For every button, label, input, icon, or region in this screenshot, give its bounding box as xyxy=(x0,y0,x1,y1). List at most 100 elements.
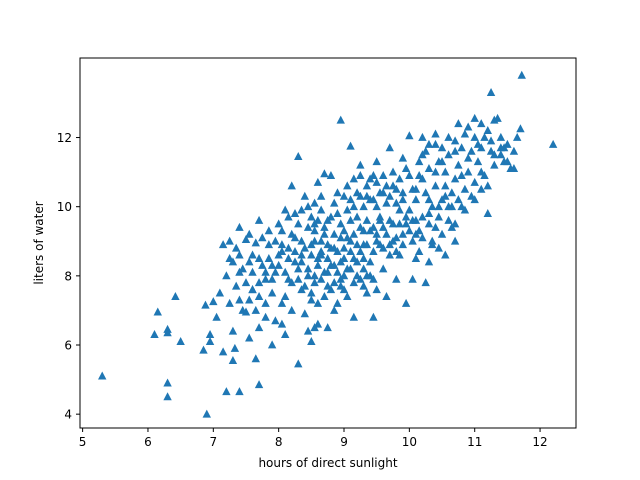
data-point xyxy=(290,233,300,242)
data-point xyxy=(362,191,372,200)
data-point xyxy=(254,215,264,224)
data-point xyxy=(330,229,339,238)
data-point xyxy=(271,236,280,245)
data-point xyxy=(379,243,388,252)
data-point xyxy=(294,151,303,160)
data-point xyxy=(395,205,404,214)
data-point xyxy=(454,160,463,169)
data-point xyxy=(395,219,404,228)
x-axis: 5 6 7 8 9 10 11 12 xyxy=(79,428,548,449)
data-point xyxy=(264,240,274,249)
data-point xyxy=(428,240,437,249)
data-point xyxy=(307,250,316,259)
data-point xyxy=(431,167,440,176)
data-point xyxy=(349,174,359,183)
x-tick-label: 9 xyxy=(340,435,348,449)
data-point xyxy=(349,202,359,211)
data-point xyxy=(470,113,479,122)
data-point xyxy=(405,205,414,214)
data-point xyxy=(431,222,440,231)
data-point xyxy=(320,222,329,231)
data-point xyxy=(483,209,492,218)
data-point xyxy=(388,167,398,176)
data-point xyxy=(356,247,365,256)
data-point xyxy=(303,326,313,335)
data-point xyxy=(463,167,473,176)
data-point xyxy=(294,359,303,368)
data-point xyxy=(506,164,515,173)
data-point xyxy=(333,209,342,218)
data-point xyxy=(326,243,336,252)
data-point xyxy=(248,250,257,259)
data-point xyxy=(320,291,329,300)
data-point xyxy=(274,219,283,228)
data-point xyxy=(548,139,558,148)
data-point xyxy=(441,250,450,259)
data-point xyxy=(222,271,231,280)
data-point xyxy=(323,253,332,262)
data-point xyxy=(372,177,381,186)
data-point xyxy=(392,198,401,207)
data-point xyxy=(225,253,234,262)
data-point xyxy=(431,129,440,138)
data-point xyxy=(254,380,264,389)
data-point xyxy=(222,387,231,396)
data-point xyxy=(254,253,264,262)
data-point xyxy=(490,160,499,169)
data-point xyxy=(231,281,241,290)
data-point xyxy=(310,219,319,228)
data-point xyxy=(369,274,378,283)
data-point xyxy=(303,202,313,211)
data-point xyxy=(408,274,417,283)
data-point xyxy=(470,177,479,186)
data-point xyxy=(444,132,453,141)
data-point xyxy=(362,240,372,249)
data-point xyxy=(245,333,254,342)
data-point xyxy=(330,198,339,207)
data-point xyxy=(346,247,355,256)
x-tick-label: 5 xyxy=(79,435,87,449)
data-point xyxy=(277,319,287,328)
data-point xyxy=(297,236,306,245)
data-point xyxy=(225,298,234,307)
data-point xyxy=(346,215,355,224)
data-point xyxy=(336,257,345,266)
data-point xyxy=(359,253,368,262)
data-point xyxy=(323,323,332,332)
data-point xyxy=(98,371,107,380)
data-point xyxy=(480,132,489,141)
data-point xyxy=(150,330,159,339)
data-point xyxy=(424,164,434,173)
data-point xyxy=(372,202,381,211)
data-point xyxy=(307,295,316,304)
data-point xyxy=(372,229,381,238)
data-point xyxy=(463,122,473,131)
data-point xyxy=(333,267,342,276)
data-point xyxy=(483,181,492,190)
data-point xyxy=(297,205,306,214)
data-point xyxy=(230,343,240,352)
data-point xyxy=(238,305,247,314)
data-point xyxy=(470,195,479,204)
data-point xyxy=(153,307,162,316)
data-point xyxy=(457,170,466,179)
data-point xyxy=(209,297,218,306)
data-point xyxy=(313,260,323,269)
data-point xyxy=(297,257,306,266)
data-point xyxy=(411,215,421,224)
data-point xyxy=(382,181,391,190)
data-point xyxy=(284,253,293,262)
data-point xyxy=(310,198,319,207)
data-point xyxy=(228,326,238,335)
y-tick-label: 4 xyxy=(64,408,72,422)
data-point xyxy=(421,278,430,287)
data-point xyxy=(411,253,421,262)
data-point xyxy=(398,188,408,197)
data-point xyxy=(382,198,391,207)
data-point xyxy=(379,170,388,179)
data-point xyxy=(339,191,349,200)
data-point xyxy=(457,143,466,152)
data-point xyxy=(365,257,375,266)
data-point xyxy=(516,124,525,133)
